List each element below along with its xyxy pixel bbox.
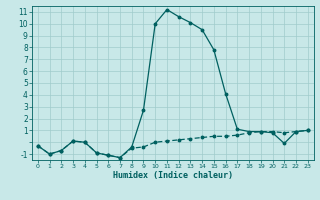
X-axis label: Humidex (Indice chaleur): Humidex (Indice chaleur) [113,171,233,180]
